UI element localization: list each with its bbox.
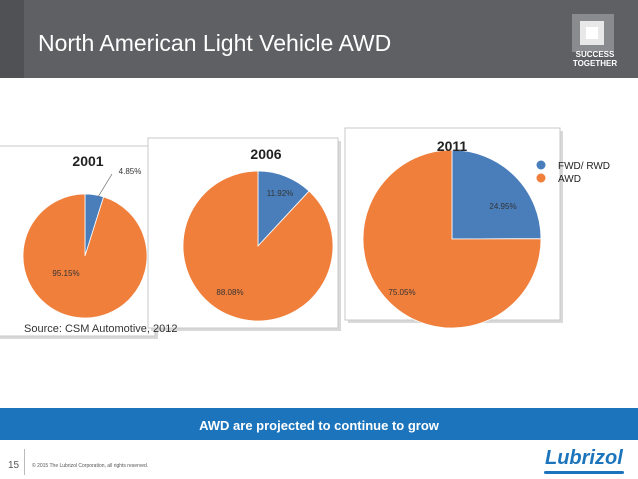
legend-label: AWD (558, 174, 581, 185)
data-label: 4.85% (119, 167, 142, 176)
brand-tagline: SUCCESS TOGETHER (560, 50, 630, 68)
brand-tagline-line1: SUCCESS (575, 50, 615, 59)
pie-title-2001: 2001 (72, 153, 103, 169)
data-label: 88.08% (216, 288, 243, 297)
pie-slice-awd (182, 170, 334, 322)
legend-marker (536, 173, 546, 183)
copyright-text: © 2015 The Lubrizol Corporation, all rig… (32, 463, 149, 469)
pie-2011: 2011 24.95% 75.05% (344, 127, 563, 329)
pie-slice-fwdrwd (451, 149, 542, 240)
success-together-logo-icon (572, 14, 614, 52)
pie-charts: 2001 4.85% 95.15% 2006 11.92% 88.08% 2011 24.95… (0, 127, 610, 339)
data-label: 95.15% (52, 269, 79, 278)
banner-text: AWD are projected to continue to grow (199, 418, 439, 433)
pie-slice-awd (362, 149, 542, 329)
data-label: 75.05% (388, 288, 415, 297)
legend-marker (536, 160, 546, 170)
pie-2006: 2006 11.92% 88.08% (147, 137, 341, 331)
header-accent (0, 0, 24, 78)
leader-line (97, 173, 113, 198)
pie-slice-awd (22, 193, 148, 319)
slide-title: North American Light Vehicle AWD (38, 30, 392, 56)
source-note: Source: CSM Automotive, 2012 (24, 323, 178, 335)
data-label: 24.95% (489, 202, 516, 211)
legend: FWD/ RWD AWD (536, 160, 610, 185)
pie-title-2011: 2011 (437, 138, 468, 154)
pie-title-2006: 2006 (250, 146, 281, 162)
page-number: 15 (8, 460, 20, 471)
message-banner: AWD are projected to continue to grow (0, 408, 638, 440)
data-label: 11.92% (267, 189, 294, 198)
legend-label: FWD/ RWD (558, 161, 610, 172)
footer-divider (24, 449, 25, 475)
brand-tagline-line2: TOGETHER (572, 59, 618, 68)
lubrizol-logo: Lubrizol (545, 447, 623, 469)
header-bar: North American Light Vehicle AWD SUCCESS… (0, 0, 638, 78)
lubrizol-swoosh-icon (544, 471, 624, 474)
pie-2001: 2001 4.85% 95.15% (0, 145, 158, 339)
